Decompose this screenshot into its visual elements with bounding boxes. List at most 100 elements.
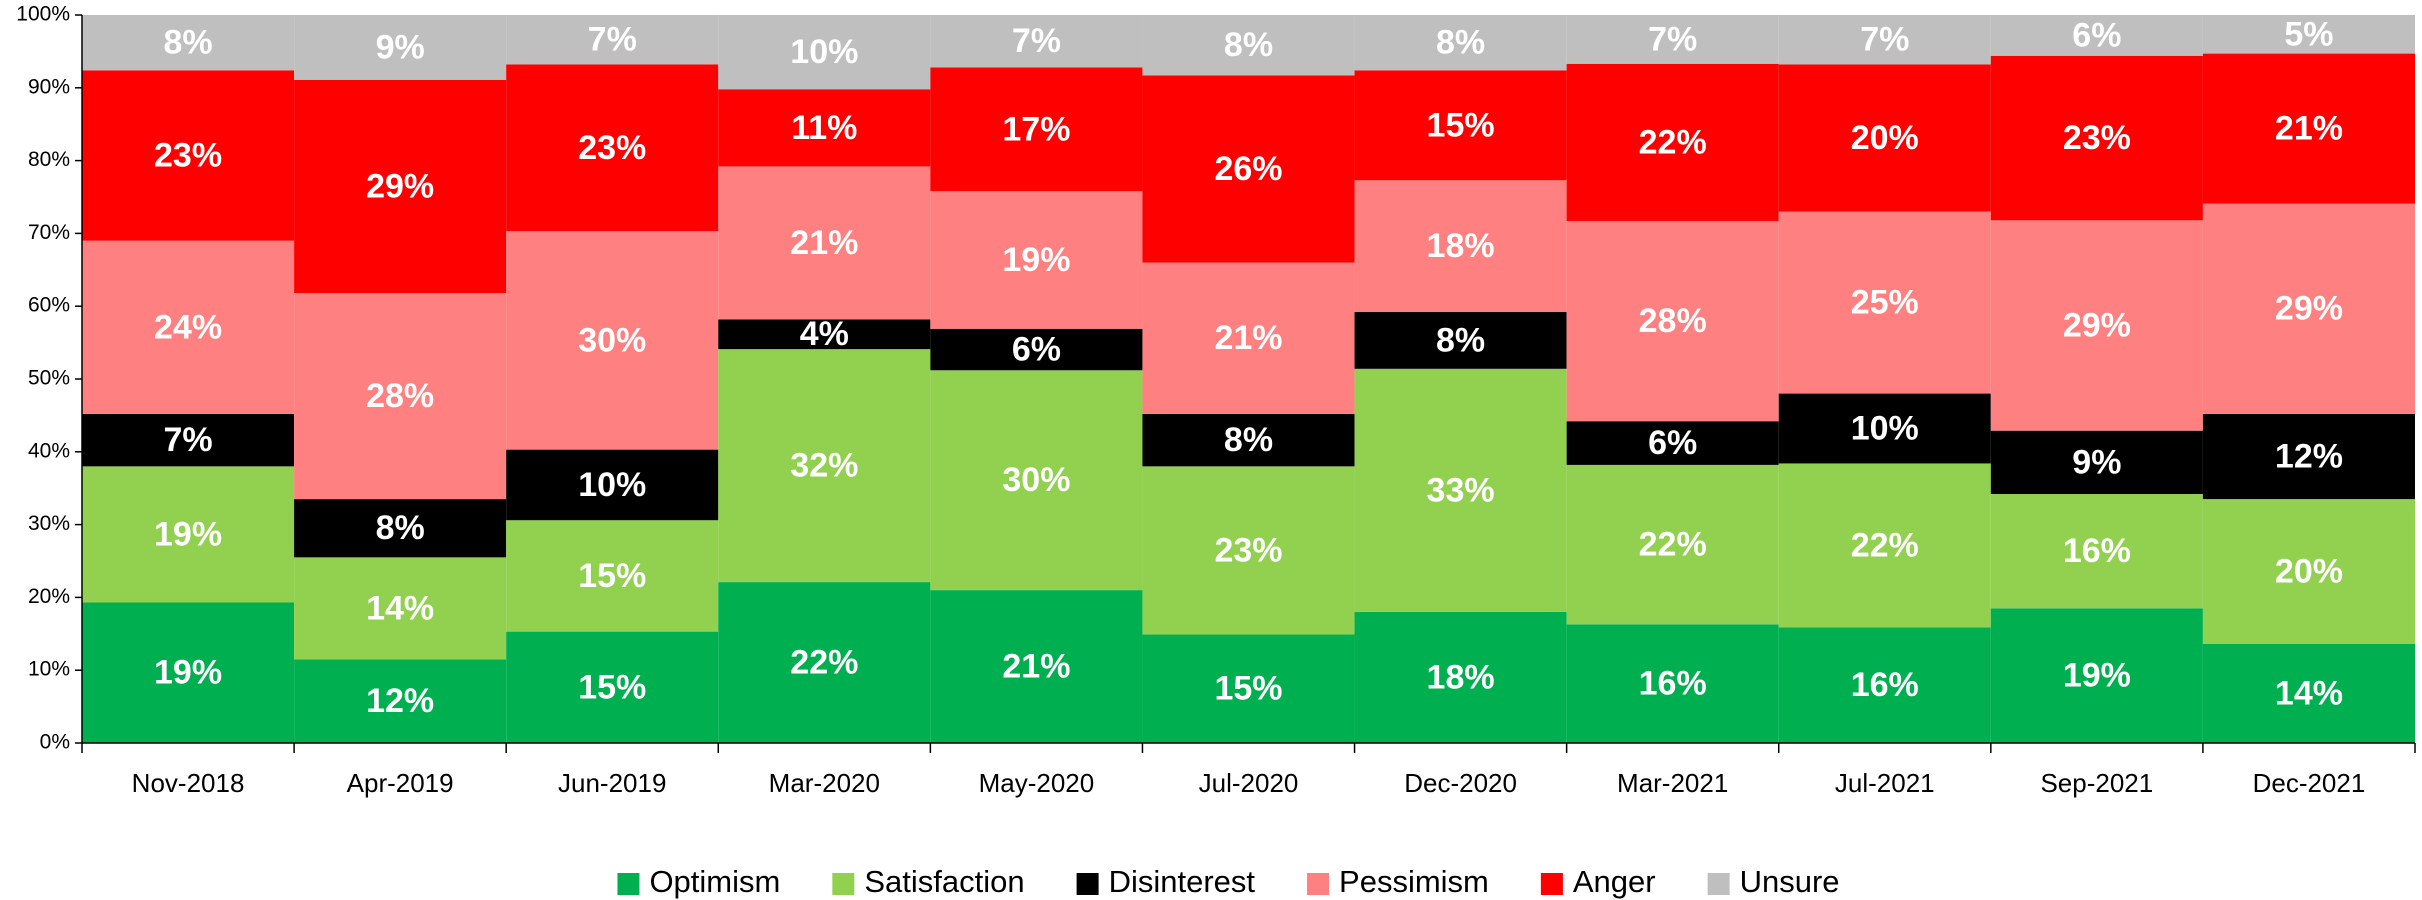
legend-label: Disinterest	[1109, 864, 1256, 899]
data-label: 28%	[366, 377, 434, 415]
data-label: 16%	[1851, 666, 1919, 704]
bar-segment	[1566, 464, 1779, 625]
y-tick-label: 100%	[16, 3, 70, 26]
data-label: 7%	[1648, 20, 1697, 58]
bar-segment	[506, 449, 719, 521]
bar-segment	[1142, 413, 1355, 467]
data-label: 10%	[578, 466, 646, 504]
bar-segment	[2202, 203, 2415, 414]
bar-segment	[718, 15, 931, 90]
x-tick-label: Sep-2021	[2040, 768, 2153, 798]
x-tick-label: Nov-2018	[132, 768, 245, 798]
data-label: 18%	[1427, 227, 1495, 265]
y-tick-label: 90%	[28, 75, 70, 98]
data-label: 15%	[1427, 106, 1495, 144]
bar-segment	[1566, 15, 1779, 64]
legend-swatch	[832, 873, 855, 895]
data-label: 24%	[154, 308, 222, 346]
bar-segment	[506, 520, 719, 632]
data-label: 10%	[790, 33, 858, 71]
bar-segment	[718, 89, 931, 167]
x-tick-label: Mar-2021	[1617, 768, 1728, 798]
legend-label: Pessimism	[1339, 864, 1489, 899]
data-label: 8%	[1436, 321, 1485, 359]
bar-segment	[930, 590, 1143, 743]
bar-segment	[294, 557, 507, 660]
data-label: 11%	[791, 109, 857, 147]
data-label: 26%	[1214, 150, 1282, 188]
y-tick-label: 50%	[28, 367, 70, 390]
bar-segment	[718, 349, 931, 583]
data-label: 14%	[2275, 674, 2343, 712]
bar-segment	[1142, 75, 1355, 263]
bar-segment	[1778, 463, 1991, 628]
bar-segment	[930, 191, 1143, 329]
data-label: 22%	[1639, 123, 1707, 161]
bar-segment	[1566, 221, 1779, 422]
bar-segment	[930, 67, 1143, 192]
bar-segment	[506, 231, 719, 450]
bar-segment	[82, 413, 295, 467]
data-label: 16%	[1639, 665, 1707, 703]
bar-segment	[294, 15, 507, 80]
bar-segment	[718, 582, 931, 743]
bar-segment	[1990, 430, 2203, 495]
bar-segment	[1354, 70, 1567, 181]
bar-segment	[930, 15, 1143, 68]
data-label: 7%	[163, 421, 212, 459]
bar-segment	[1778, 64, 1991, 212]
data-label: 7%	[1012, 22, 1061, 60]
data-label: 8%	[376, 509, 425, 547]
x-tick-label: Apr-2019	[347, 768, 454, 798]
bar-segment	[1990, 494, 2203, 609]
legend-label: Satisfaction	[864, 864, 1024, 899]
bar-segment	[1990, 15, 2203, 56]
y-tick-label: 80%	[28, 148, 70, 171]
data-label: 32%	[790, 447, 858, 485]
data-label: 21%	[1214, 319, 1282, 357]
data-label: 33%	[1427, 471, 1495, 509]
x-tick-label: Jun-2019	[558, 768, 666, 798]
data-label: 16%	[2063, 532, 2131, 570]
legend-swatch	[1707, 873, 1730, 895]
data-label: 9%	[2072, 443, 2121, 481]
bar-segment	[930, 328, 1143, 371]
data-label: 21%	[790, 224, 858, 262]
bar-segment	[2202, 643, 2415, 743]
data-label: 8%	[1224, 26, 1273, 64]
data-label: 19%	[154, 654, 222, 692]
legend-swatch	[1307, 873, 1330, 895]
bar-segment	[1778, 393, 1991, 464]
data-label: 23%	[154, 136, 222, 174]
bar-segment	[1778, 627, 1991, 743]
data-label: 8%	[1224, 421, 1273, 459]
bar-segment	[506, 15, 719, 65]
y-tick-label: 40%	[28, 439, 70, 462]
data-label: 6%	[2072, 16, 2121, 54]
data-label: 8%	[1436, 24, 1485, 62]
bar-segment	[294, 499, 507, 558]
data-label: 29%	[366, 167, 434, 205]
legend-label: Unsure	[1740, 864, 1840, 899]
data-label: 21%	[2275, 110, 2343, 148]
bar-segment	[82, 70, 295, 241]
bar-segment	[1566, 624, 1779, 743]
data-label: 6%	[1648, 424, 1697, 462]
bar-segment	[506, 631, 719, 743]
bar-segment	[82, 15, 295, 71]
bar-segment	[506, 64, 719, 232]
data-label: 15%	[1214, 670, 1282, 708]
bar-segment	[1990, 55, 2203, 221]
data-label: 20%	[1851, 119, 1919, 157]
bar-segment	[1142, 466, 1355, 635]
bar-segment	[718, 319, 931, 350]
bar-segment	[294, 293, 507, 500]
bar-segment	[1142, 262, 1355, 414]
x-tick-label: Jul-2021	[1835, 768, 1935, 798]
data-label: 22%	[1639, 526, 1707, 564]
bar-segment	[82, 240, 295, 414]
bar-segment	[1354, 312, 1567, 369]
legend-swatch	[1076, 873, 1099, 895]
data-label: 5%	[2284, 15, 2333, 53]
